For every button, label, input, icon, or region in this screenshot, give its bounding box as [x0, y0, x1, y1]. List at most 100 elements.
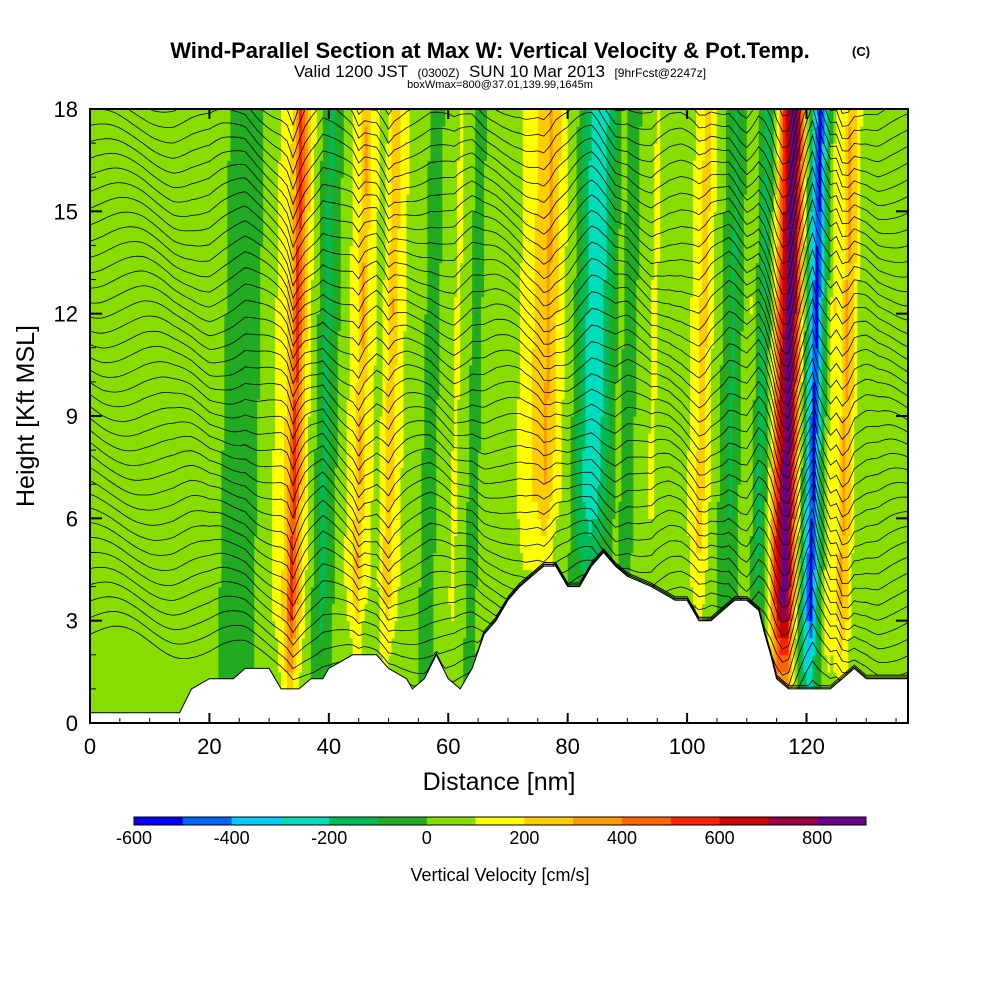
velocity-cell [525, 433, 530, 451]
velocity-cell [639, 501, 643, 519]
velocity-cell [245, 450, 249, 468]
velocity-cell [791, 569, 796, 588]
velocity-cell [558, 552, 563, 571]
velocity-cell [675, 484, 679, 502]
velocity-cell [307, 603, 312, 622]
velocity-cell [836, 569, 840, 588]
velocity-cell [260, 433, 264, 451]
velocity-cell [185, 603, 190, 622]
velocity-cell [866, 586, 870, 605]
velocity-cell [319, 433, 324, 451]
velocity-cell [651, 467, 655, 485]
velocity-cell [654, 433, 658, 451]
velocity-cell [752, 586, 757, 605]
velocity-cell [385, 637, 390, 656]
velocity-cell [170, 416, 175, 434]
velocity-cell [397, 535, 402, 554]
velocity-cell [845, 450, 849, 468]
velocity-cell [403, 467, 408, 485]
velocity-cell [633, 433, 637, 451]
velocity-cell [866, 433, 870, 451]
velocity-cell [839, 518, 843, 536]
velocity-cell [122, 467, 127, 485]
velocity-cell [340, 450, 345, 468]
velocity-cell [313, 620, 318, 639]
velocity-cell [657, 450, 661, 468]
velocity-cell [561, 433, 566, 451]
velocity-cell [633, 552, 637, 571]
velocity-cell [176, 671, 181, 690]
velocity-cell [239, 552, 243, 571]
velocity-cell [594, 484, 599, 502]
velocity-cell [842, 552, 846, 571]
velocity-cell [591, 518, 596, 536]
velocity-cell [707, 518, 712, 536]
velocity-cell [839, 637, 843, 656]
velocity-cell [104, 535, 109, 554]
velocity-cell [827, 518, 831, 536]
velocity-cell [245, 416, 249, 434]
velocity-cell [328, 467, 333, 485]
velocity-cell [131, 501, 136, 519]
velocity-cell [107, 535, 112, 554]
velocity-cell [618, 433, 623, 451]
velocity-cell [200, 484, 205, 502]
velocity-cell [651, 535, 655, 554]
velocity-cell [290, 620, 294, 639]
velocity-cell [507, 518, 512, 536]
velocity-cell [427, 518, 431, 536]
velocity-cell [394, 552, 399, 571]
velocity-cell [310, 654, 315, 673]
velocity-cell [331, 586, 336, 605]
velocity-cell [896, 467, 900, 485]
velocity-cell [164, 586, 169, 605]
velocity-cell [164, 671, 169, 690]
velocity-cell [295, 450, 300, 468]
velocity-cell [875, 586, 879, 605]
velocity-cell [618, 552, 623, 571]
velocity-cell [499, 450, 503, 468]
velocity-cell [164, 654, 169, 673]
velocity-cell [176, 450, 181, 468]
velocity-cell [254, 535, 258, 554]
velocity-cell [899, 518, 903, 536]
velocity-cell [337, 637, 342, 656]
velocity-cell [125, 654, 130, 673]
velocity-cell [110, 569, 115, 588]
velocity-cell [367, 637, 372, 656]
velocity-cell [355, 501, 360, 519]
velocity-cell [570, 535, 575, 554]
velocity-cell [182, 535, 187, 554]
velocity-cell [370, 467, 375, 485]
velocity-cell [457, 433, 461, 451]
velocity-cell [209, 433, 214, 451]
velocity-cell [875, 654, 879, 673]
velocity-cell [230, 484, 234, 502]
velocity-cell [490, 501, 494, 519]
velocity-cell [836, 467, 840, 485]
velocity-cell [164, 518, 169, 536]
velocity-cell [881, 450, 885, 468]
velocity-cell [101, 450, 106, 468]
velocity-cell [627, 552, 631, 571]
velocity-cell [558, 433, 563, 451]
velocity-cell [400, 433, 405, 451]
velocity-cell [149, 535, 154, 554]
velocity-cell [376, 603, 381, 622]
velocity-cell [122, 671, 127, 690]
velocity-cell [716, 450, 721, 468]
velocity-cell [361, 501, 366, 519]
velocity-cell [612, 501, 617, 519]
velocity-cell [675, 552, 679, 571]
velocity-cell [143, 450, 148, 468]
velocity-cell [707, 552, 712, 571]
velocity-cell [197, 501, 202, 519]
velocity-cell [642, 501, 646, 519]
velocity-cell [104, 569, 109, 588]
velocity-cell [693, 552, 697, 571]
velocity-cell [95, 433, 100, 451]
velocity-cell [200, 501, 205, 519]
velocity-cell [872, 603, 876, 622]
velocity-cell [215, 654, 219, 673]
velocity-cell [558, 416, 563, 434]
